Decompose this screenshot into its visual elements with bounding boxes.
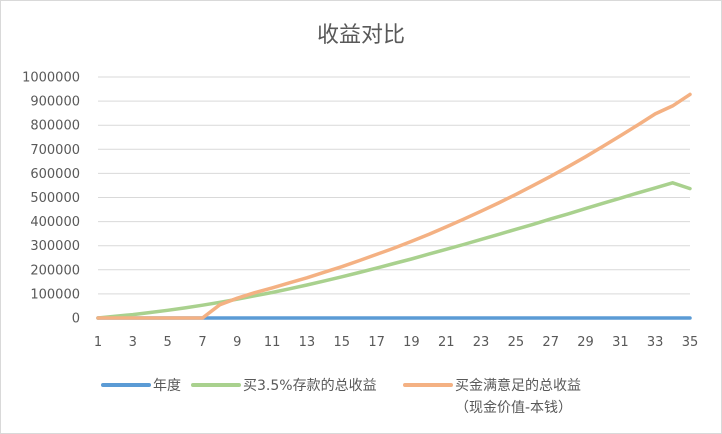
y-tick-label: 600000 — [30, 167, 80, 182]
x-tick-label: 21 — [438, 335, 455, 350]
series-line-2 — [96, 92, 692, 320]
y-tick-label: 300000 — [30, 239, 80, 254]
x-tick-label: 7 — [198, 335, 206, 350]
y-tick-label: 0 — [72, 312, 80, 327]
x-axis-ticks: 1 3 5 7 9 11 13 15 17 19 21 23 25 27 29 31 33 35 — [94, 335, 698, 350]
legend-label: 买金满意足的总收益 — [455, 377, 581, 394]
legend-label: 买3.5%存款的总收益 — [243, 378, 377, 394]
series-line-1 — [96, 181, 692, 320]
legend-label: 年度 — [153, 378, 181, 394]
y-axis-ticks: 0 100000 200000 300000 400000 500000 600000 700… — [22, 71, 80, 327]
legend-label-line2: （现金价值-本钱） — [455, 400, 572, 416]
x-tick-label: 1 — [94, 335, 102, 350]
x-tick-label: 31 — [612, 335, 629, 350]
y-tick-label: 100000 — [30, 287, 80, 302]
legend: 年度 买3.5%存款的总收益 买金满意足的总收益 （现金价值-本钱） — [101, 377, 581, 416]
x-tick-label: 27 — [542, 335, 559, 350]
x-tick-label: 29 — [577, 335, 594, 350]
y-tick-label: 800000 — [30, 119, 80, 134]
x-tick-label: 17 — [368, 335, 385, 350]
y-tick-label: 900000 — [30, 95, 80, 110]
x-tick-label: 25 — [508, 335, 525, 350]
y-tick-label: 200000 — [30, 263, 80, 278]
grid-lines — [98, 76, 690, 319]
y-tick-label: 1000000 — [22, 71, 80, 86]
y-tick-label: 400000 — [30, 215, 80, 230]
x-tick-label: 11 — [264, 335, 281, 350]
y-tick-label: 500000 — [30, 191, 80, 206]
chart-title: 收益对比 — [317, 23, 405, 48]
series-lines — [96, 92, 692, 320]
x-tick-label: 33 — [647, 335, 664, 350]
x-tick-label: 35 — [682, 335, 699, 350]
x-tick-label: 23 — [473, 335, 490, 350]
y-tick-label: 700000 — [30, 143, 80, 158]
x-tick-label: 5 — [164, 335, 172, 350]
x-tick-label: 13 — [299, 335, 316, 350]
x-tick-label: 3 — [129, 335, 137, 350]
x-tick-label: 9 — [233, 335, 241, 350]
x-tick-label: 19 — [403, 335, 420, 350]
x-tick-label: 15 — [333, 335, 350, 350]
